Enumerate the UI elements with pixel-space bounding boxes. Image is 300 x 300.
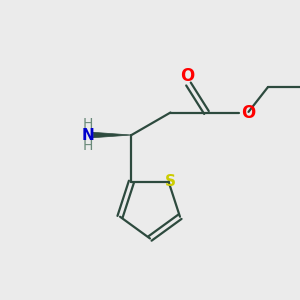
Polygon shape xyxy=(93,132,131,138)
Text: O: O xyxy=(241,103,255,122)
Text: O: O xyxy=(180,67,194,85)
Text: N: N xyxy=(82,128,94,142)
Text: S: S xyxy=(164,174,175,189)
Text: H: H xyxy=(83,140,93,153)
Text: H: H xyxy=(83,117,93,130)
